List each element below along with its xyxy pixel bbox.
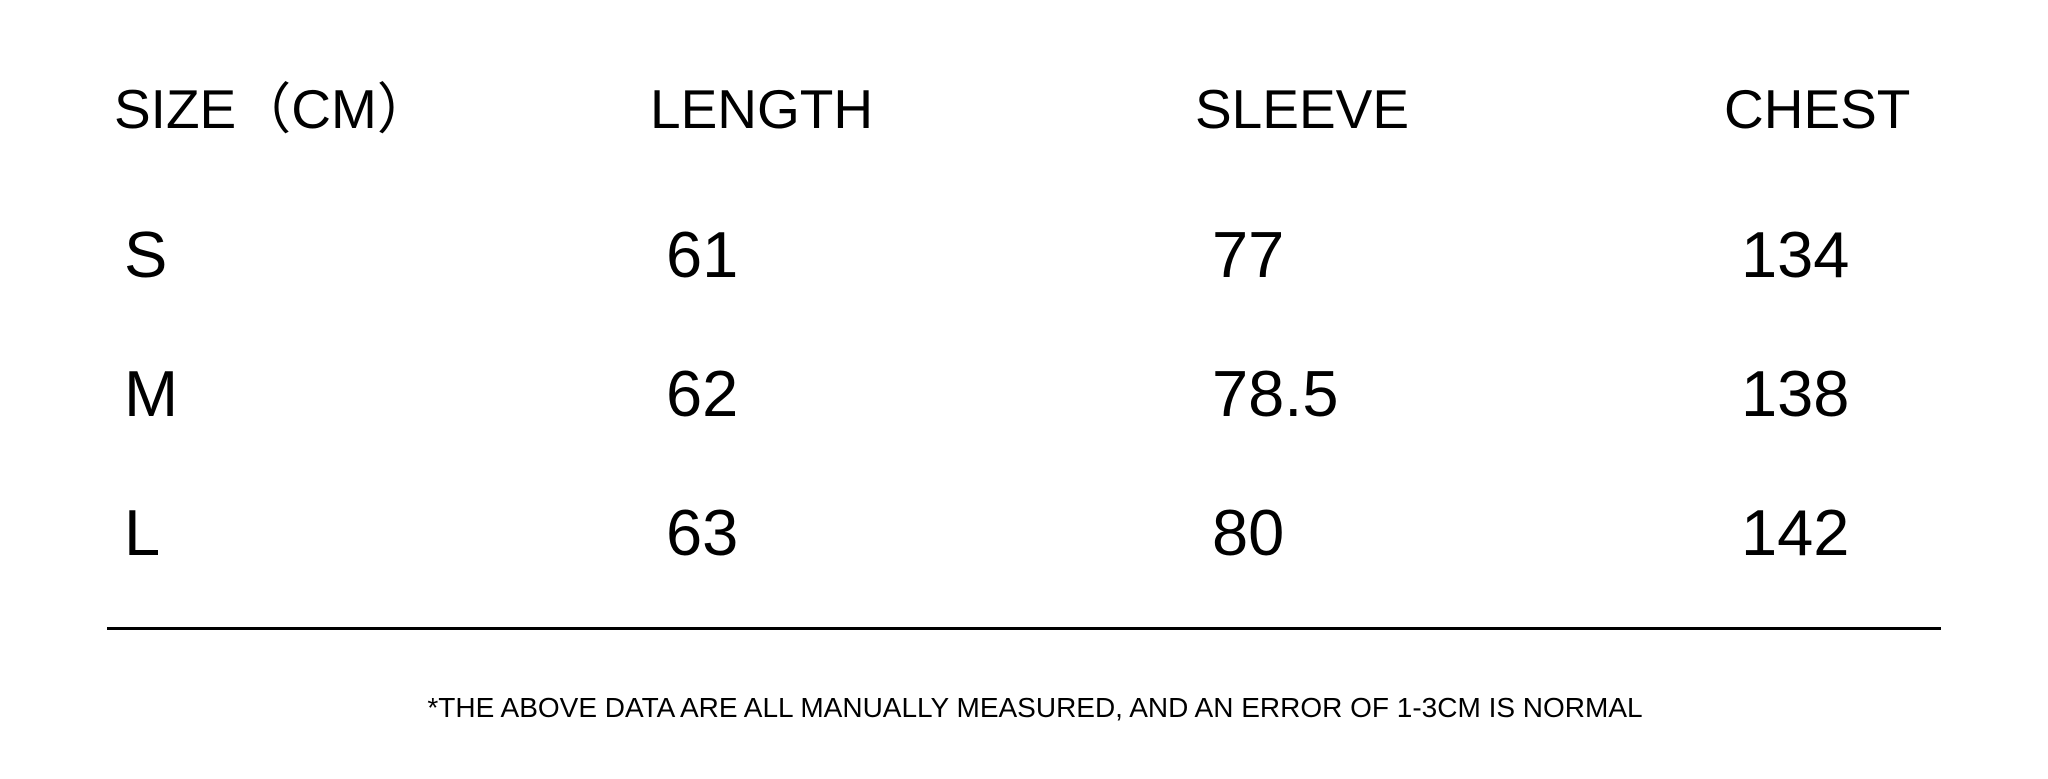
row-l-size: L	[124, 496, 161, 569]
header-sleeve: SLEEVE	[1195, 78, 1410, 140]
row-m-chest: 138	[1741, 357, 1850, 430]
row-s-size: S	[124, 218, 168, 291]
row-m-size: M	[124, 357, 179, 430]
header-chest: CHEST	[1724, 78, 1911, 140]
divider-line	[107, 627, 1941, 630]
row-m-sleeve: 78.5	[1212, 357, 1339, 430]
row-s-length: 61	[666, 218, 739, 291]
row-s-chest: 134	[1741, 218, 1850, 291]
row-m-length: 62	[666, 357, 739, 430]
measurement-note: *THE ABOVE DATA ARE ALL MANUALLY MEASURE…	[427, 692, 1643, 723]
row-l-length: 63	[666, 496, 739, 569]
row-l-chest: 142	[1741, 496, 1850, 569]
row-l-sleeve: 80	[1212, 496, 1285, 569]
row-s-sleeve: 77	[1212, 218, 1285, 291]
header-length: LENGTH	[650, 78, 874, 140]
header-size: SIZE（CM）	[114, 78, 432, 140]
